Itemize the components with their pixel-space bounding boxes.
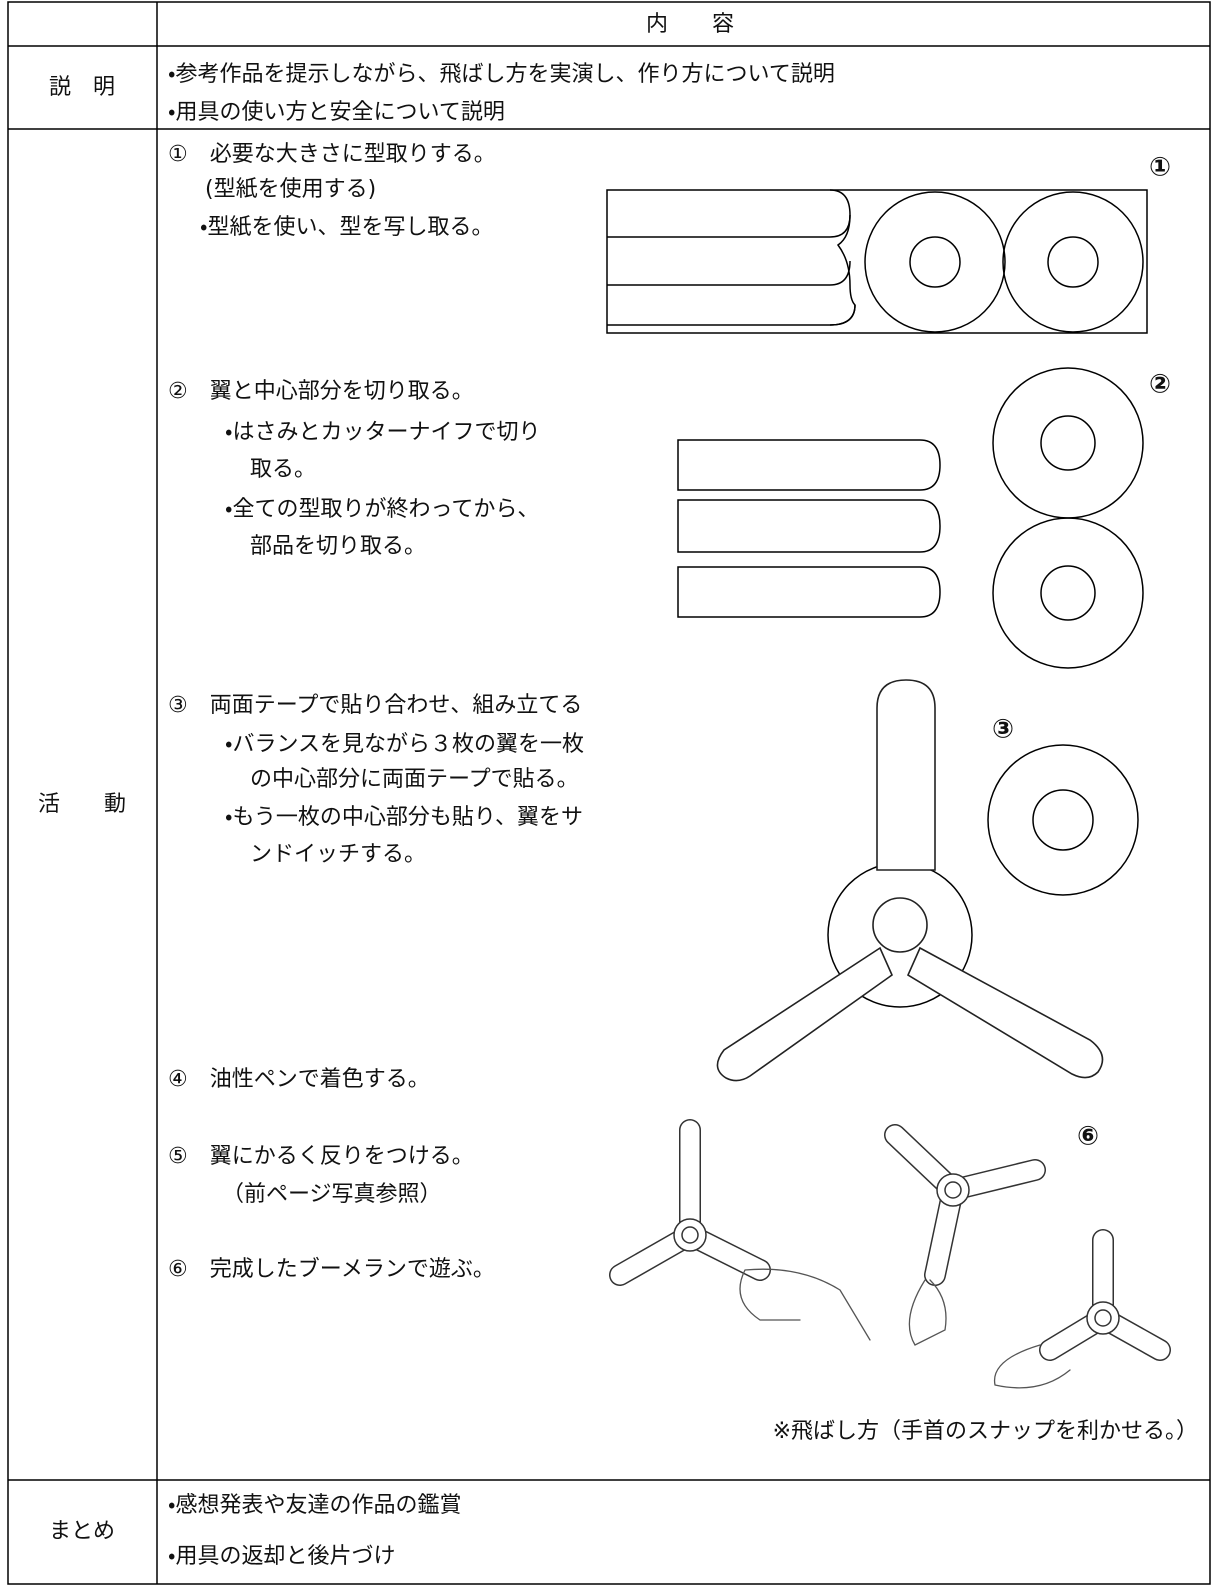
step-line: 部品を切り取る。 <box>250 534 426 559</box>
row-label: 活 動 <box>38 792 126 817</box>
item: ・参考作品を提示しながら、飛ばし方を実演し、作り方について説明 <box>168 62 835 87</box>
figure-6 <box>609 1119 1171 1389</box>
figure-1 <box>606 189 1148 334</box>
step-heading: ③ 両面テープで貼り合わせ、組み立てる <box>168 693 582 718</box>
step-line: ・はさみとカッターナイフで切り <box>225 420 540 445</box>
table-grid <box>7 1 1211 1585</box>
item: ・用具の使い方と安全について説明 <box>168 100 505 125</box>
step-heading: ② 翼と中心部分を切り取る。 <box>168 379 474 404</box>
step-line: (型紙を使用する) <box>205 177 376 202</box>
item: ・用具の返却と後片づけ <box>168 1544 395 1569</box>
figure-3 <box>716 679 1139 1082</box>
caption: ※飛ばし方（手首のスナップを利かせる。） <box>773 1419 1198 1444</box>
step-heading: ⑤ 翼にかるく反りをつける。 <box>168 1144 474 1169</box>
header-title: 内 容 <box>646 12 734 37</box>
step-heading: ① 必要な大きさに型取りする。 <box>168 142 496 167</box>
step-line: ・型紙を使い、型を写し取る。 <box>200 215 493 240</box>
row-label: まとめ <box>49 1519 115 1544</box>
step-line: ・全ての型取りが終わってから、 <box>225 497 539 522</box>
step-heading: ⑥ 完成したブーメランで遊ぶ。 <box>168 1257 495 1282</box>
figure-2 <box>677 367 1144 669</box>
row-label: 説 明 <box>49 75 115 100</box>
figure-label: ① <box>1149 153 1171 183</box>
step-line: の中心部分に両面テープで貼る。 <box>250 767 579 792</box>
step-line: 取る。 <box>250 457 316 482</box>
item: ・感想発表や友達の作品の鑑賞 <box>168 1493 461 1518</box>
figure-label: ② <box>1149 370 1171 400</box>
figure-label: ③ <box>992 715 1014 745</box>
step-line: ・もう一枚の中心部分も貼り、翼をサ <box>225 805 583 830</box>
step-line: ンドイッチする。 <box>250 842 426 867</box>
step-heading: ④ 油性ペンで着色する。 <box>168 1067 430 1092</box>
step-line: ・バランスを見ながら３枚の翼を一枚 <box>225 732 584 757</box>
figure-label: ⑥ <box>1077 1122 1099 1152</box>
step-line: （前ページ写真参照） <box>222 1182 442 1207</box>
